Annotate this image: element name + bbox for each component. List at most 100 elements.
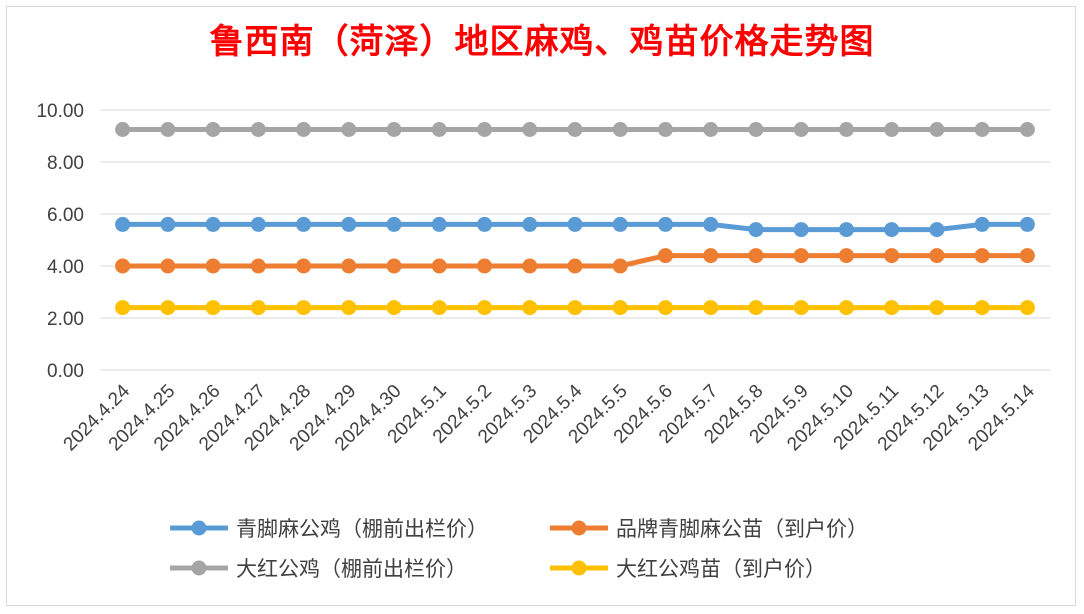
data-point [929,222,945,238]
series-2 [115,248,1035,274]
data-point [612,300,628,316]
data-point [386,122,402,137]
data-point [657,122,673,137]
data-point [1019,300,1035,316]
data-point [838,222,854,238]
data-point [160,122,176,137]
legend-item: 大红公鸡苗（到户价） [550,557,826,581]
data-point [703,248,719,264]
data-point [115,122,131,137]
data-point [386,258,402,274]
data-point [296,300,312,316]
data-point [431,216,447,232]
y-tick-label: 6.00 [47,205,84,226]
data-point [793,300,809,316]
data-point [341,122,357,137]
data-point [884,248,900,264]
legend-swatch-marker [191,520,207,536]
data-point [205,300,221,316]
y-tick-label: 0.00 [47,361,84,382]
data-point [296,258,312,274]
data-point [612,258,628,274]
data-point [748,122,764,137]
data-point [929,300,945,316]
data-point [929,122,945,137]
data-point [884,300,900,316]
data-point [748,300,764,316]
data-point [567,258,583,274]
legend-swatch-marker [571,520,587,536]
data-point [929,248,945,264]
series-lines [115,122,1035,316]
y-tick-label: 2.00 [47,309,84,330]
data-point [703,300,719,316]
data-point [838,300,854,316]
data-point [160,300,176,316]
data-point [838,248,854,264]
y-tick-label: 4.00 [47,257,84,278]
data-point [250,216,266,232]
data-point [205,122,221,137]
data-point [567,300,583,316]
legend-item: 大红公鸡（棚前出栏价） [170,557,467,581]
data-point [477,258,493,274]
data-point [612,122,628,137]
data-point [793,122,809,137]
data-point [974,300,990,316]
data-point [612,216,628,232]
data-point [250,258,266,274]
data-point [703,216,719,232]
data-point [657,248,673,264]
data-point [477,216,493,232]
data-point [748,248,764,264]
data-point [522,258,538,274]
y-axis-ticks: 0.00 2.00 4.00 6.00 8.00 10.00 [36,101,84,382]
data-point [386,216,402,232]
data-point [296,216,312,232]
data-point [341,258,357,274]
data-point [431,122,447,137]
legend-label: 大红公鸡苗（到户价） [616,557,826,581]
series-1 [115,216,1035,238]
data-point [884,222,900,238]
data-point [160,216,176,232]
data-point [386,300,402,316]
data-point [522,122,538,137]
data-point [341,300,357,316]
data-point [522,300,538,316]
data-point [296,122,312,137]
data-point [477,122,493,137]
data-point [1019,216,1035,232]
legend-item: 青脚麻公鸡（棚前出栏价） [170,517,488,541]
chart-title: 鲁西南（菏泽）地区麻鸡、鸡苗价格走势图 [209,22,875,62]
data-point [748,222,764,238]
data-point [974,216,990,232]
data-point [703,122,719,137]
gridlines [100,109,1050,371]
data-point [974,248,990,264]
data-point [431,300,447,316]
legend-item: 品牌青脚麻公苗（到户价） [550,517,868,541]
data-point [160,258,176,274]
data-point [205,216,221,232]
data-point [657,300,673,316]
data-point [115,216,131,232]
data-point [793,248,809,264]
data-point [657,216,673,232]
data-point [250,300,266,316]
data-point [431,258,447,274]
data-point [115,300,131,316]
data-point [974,122,990,137]
data-point [1019,122,1035,137]
data-point [522,216,538,232]
data-point [1019,248,1035,264]
x-axis-ticks: 2024.4.242024.4.252024.4.262024.4.272024… [60,380,1040,455]
data-point [205,258,221,274]
legend: 青脚麻公鸡（棚前出栏价） 品牌青脚麻公苗（到户价） 大红公鸡（棚前出栏价） 大红公鸡苗… [170,517,868,581]
data-point [838,122,854,137]
data-point [477,300,493,316]
data-point [115,258,131,274]
data-point [250,122,266,137]
series-4 [115,300,1035,316]
